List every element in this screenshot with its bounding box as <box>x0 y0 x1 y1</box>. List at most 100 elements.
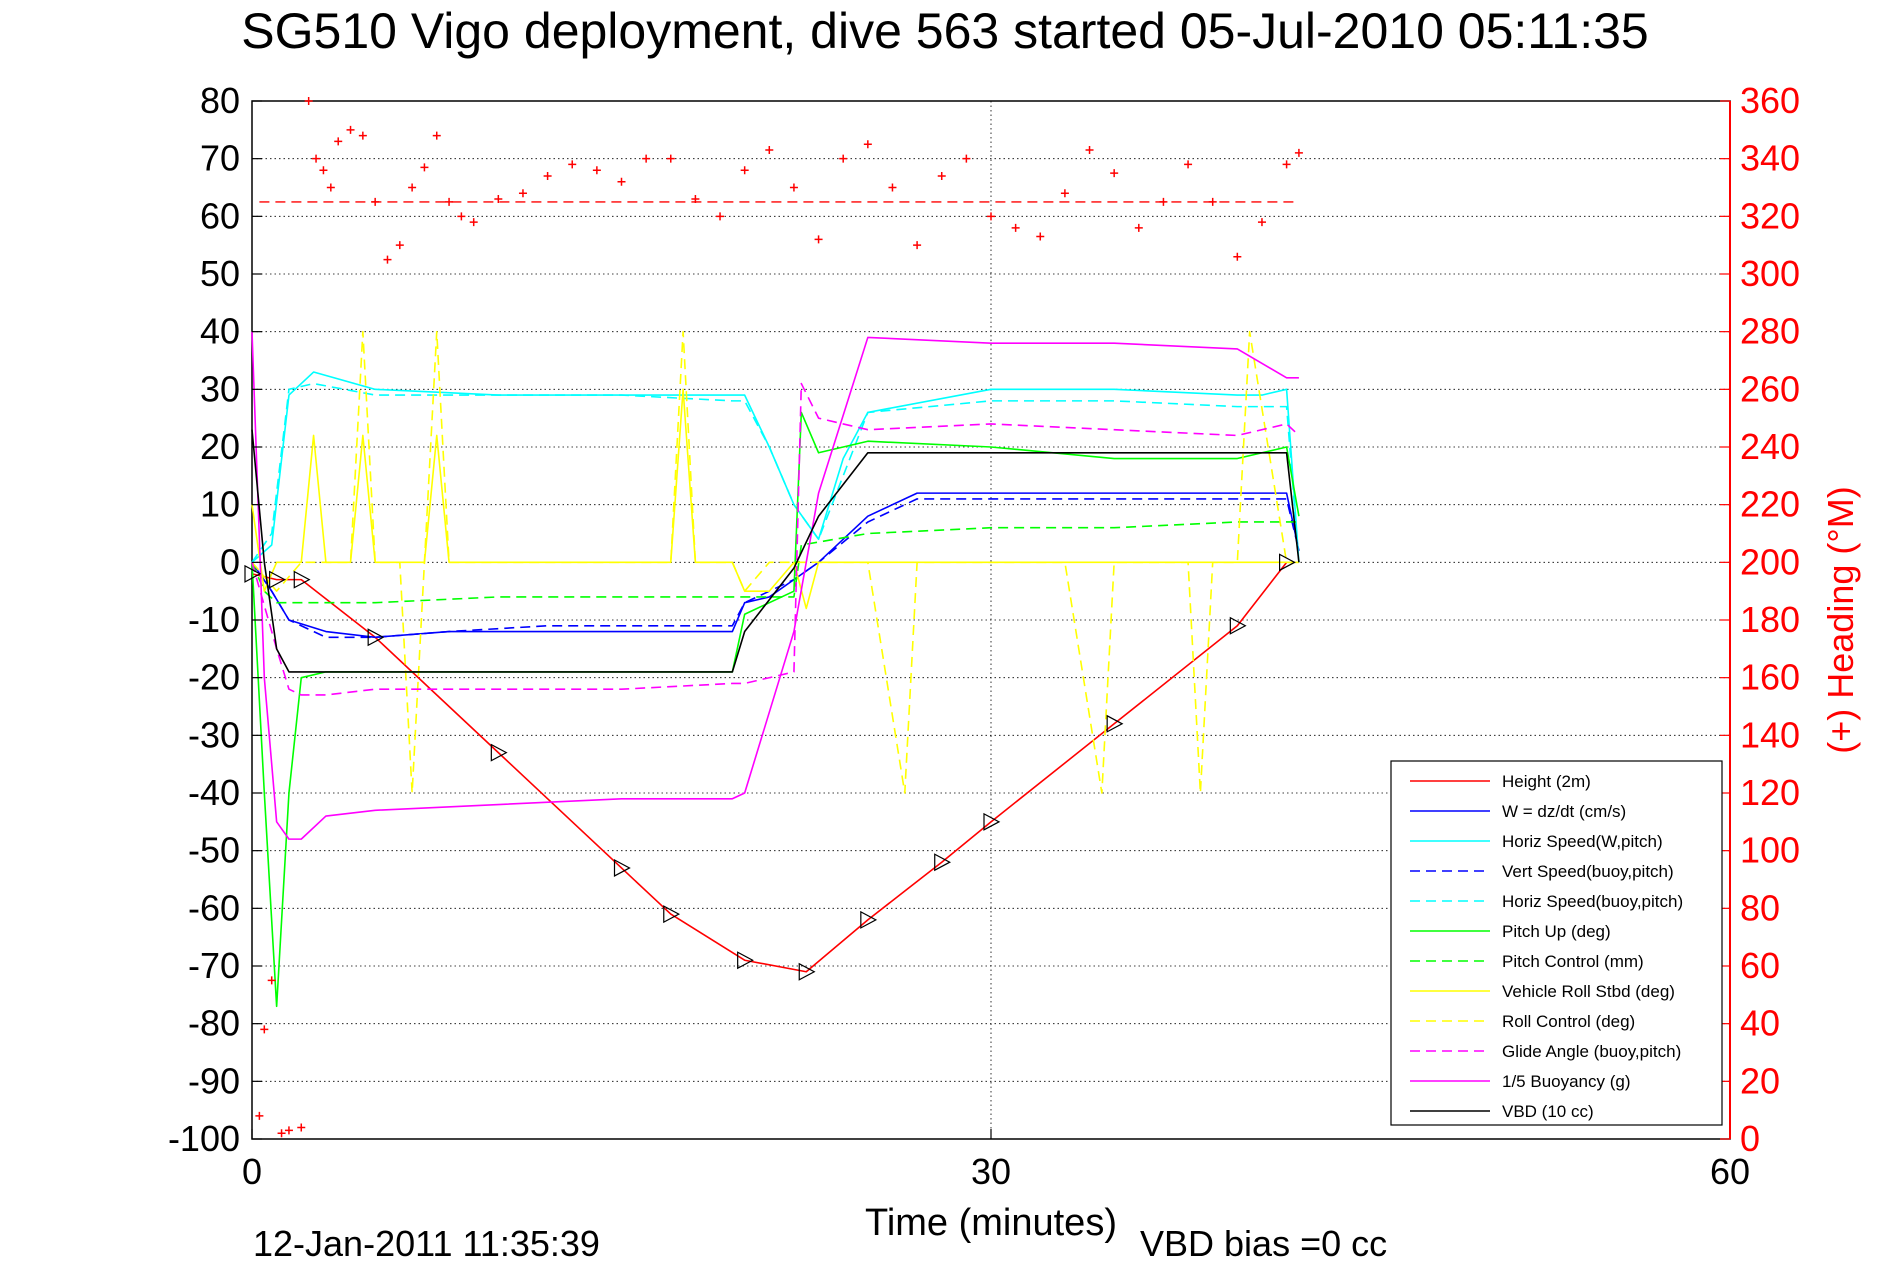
heading-point <box>1294 148 1303 157</box>
heading-point <box>1085 146 1094 155</box>
chart-title: SG510 Vigo deployment, dive 563 started … <box>241 3 1648 59</box>
heading-point <box>1060 189 1069 198</box>
heading-point <box>568 160 577 169</box>
right-tick-label: 260 <box>1740 368 1800 409</box>
series-line-6 <box>251 411 1300 1008</box>
legend: Height (2m) W = dz/dt (cm/s) Horiz Speed(W… <box>1390 760 1723 1126</box>
height-marker <box>244 564 262 583</box>
heading-point <box>267 976 276 985</box>
right-axis-label: (+) Heading (°M) <box>1820 486 1861 753</box>
right-tick-label: 60 <box>1740 945 1780 986</box>
left-tick-label: -100 <box>168 1118 240 1159</box>
series-line-2 <box>251 492 1300 639</box>
series-line-9 <box>251 330 1299 794</box>
series-line-11 <box>251 331 1299 840</box>
series-layer <box>251 330 1300 1008</box>
left-tick-label: 70 <box>200 138 240 179</box>
left-tick-label: -80 <box>188 1003 240 1044</box>
right-tick-label: 220 <box>1740 484 1800 525</box>
legend-label-5: Horiz Speed(buoy,pitch) <box>1502 892 1683 911</box>
heading-point <box>913 241 922 250</box>
heading-point <box>987 212 995 221</box>
footer-date: 12-Jan-2011 11:35:39 <box>253 1223 600 1262</box>
left-tick-label: -30 <box>188 714 240 755</box>
left-tick-label: 20 <box>200 426 240 467</box>
left-tick-label: 10 <box>200 484 240 525</box>
heading-point <box>543 171 552 180</box>
heading-point <box>962 154 971 163</box>
left-tick-label: -20 <box>188 657 240 698</box>
heading-point <box>617 177 626 186</box>
legend-label-7: Pitch Control (mm) <box>1502 952 1644 971</box>
x-tick-label: 0 <box>242 1151 262 1192</box>
series-line-5 <box>251 382 1300 563</box>
footer-vbd-bias: VBD bias =0 cc <box>1140 1223 1387 1262</box>
left-tick-label: -50 <box>188 830 240 871</box>
right-tick-label: 300 <box>1740 253 1800 294</box>
height-markers <box>244 553 1296 981</box>
left-tick-label: -70 <box>188 945 240 986</box>
heading-point <box>666 154 675 163</box>
heading-point <box>395 241 404 250</box>
heading-point <box>383 255 392 264</box>
heading-point <box>814 235 823 244</box>
heading-point <box>716 212 725 221</box>
right-tick-label: 240 <box>1740 426 1800 467</box>
legend-label-4: Vert Speed(buoy,pitch) <box>1502 862 1674 881</box>
height-marker <box>1106 714 1124 733</box>
right-tick-label: 200 <box>1740 541 1800 582</box>
series-line-1 <box>251 561 1288 973</box>
height-marker <box>934 853 952 872</box>
heading-point <box>304 97 313 105</box>
height-marker <box>1278 553 1296 572</box>
heading-point <box>297 1123 306 1132</box>
legend-label-2: W = dz/dt (cm/s) <box>1502 802 1626 821</box>
left-tick-label: 30 <box>200 368 240 409</box>
heading-point <box>740 166 749 175</box>
heading-point <box>457 212 466 221</box>
right-tick-label: 280 <box>1740 311 1800 352</box>
heading-point <box>358 131 367 140</box>
right-tick-label: 360 <box>1740 80 1800 121</box>
left-tick-label: 40 <box>200 311 240 352</box>
heading-point <box>937 171 946 180</box>
heading-point <box>255 1111 264 1120</box>
legend-label-11: 1/5 Buoyancy (g) <box>1502 1072 1631 1091</box>
right-tick-label: 120 <box>1740 772 1800 813</box>
left-tick-label: -10 <box>188 599 240 640</box>
heading-point <box>326 183 335 192</box>
height-marker <box>269 570 286 589</box>
series-line-10 <box>251 382 1300 696</box>
heading-point <box>1011 223 1020 232</box>
legend-label-9: Roll Control (deg) <box>1502 1012 1635 1031</box>
heading-point <box>592 166 601 175</box>
heading-point <box>334 137 343 146</box>
heading-point <box>260 1025 269 1034</box>
height-marker <box>490 743 508 762</box>
left-tick-label: -90 <box>188 1060 240 1101</box>
heading-point <box>284 1126 293 1135</box>
heading-point <box>494 195 503 204</box>
right-tick-label: 40 <box>1740 1003 1780 1044</box>
heading-point <box>420 163 429 172</box>
heading-point <box>1257 218 1266 227</box>
right-tick-label: 160 <box>1740 657 1800 698</box>
right-axis-ticks: 3603403203002802602402202001801601401201… <box>1720 80 1800 1159</box>
heading-point <box>1134 223 1143 232</box>
series-line-7 <box>251 521 1299 604</box>
legend-label-12: VBD (10 cc) <box>1502 1102 1594 1121</box>
legend-label-3: Horiz Speed(W,pitch) <box>1502 832 1663 851</box>
legend-label-8: Vehicle Roll Stbd (deg) <box>1502 982 1675 1001</box>
heading-point <box>312 154 321 163</box>
heading-point <box>888 183 897 192</box>
heading-point <box>863 140 872 149</box>
height-marker <box>293 570 311 589</box>
height-marker <box>737 951 754 970</box>
right-tick-label: 340 <box>1740 138 1800 179</box>
height-marker <box>983 812 1001 831</box>
right-tick-label: 320 <box>1740 195 1800 236</box>
heading-point <box>839 154 848 163</box>
heading-point <box>1184 160 1193 169</box>
height-marker <box>1229 616 1247 635</box>
